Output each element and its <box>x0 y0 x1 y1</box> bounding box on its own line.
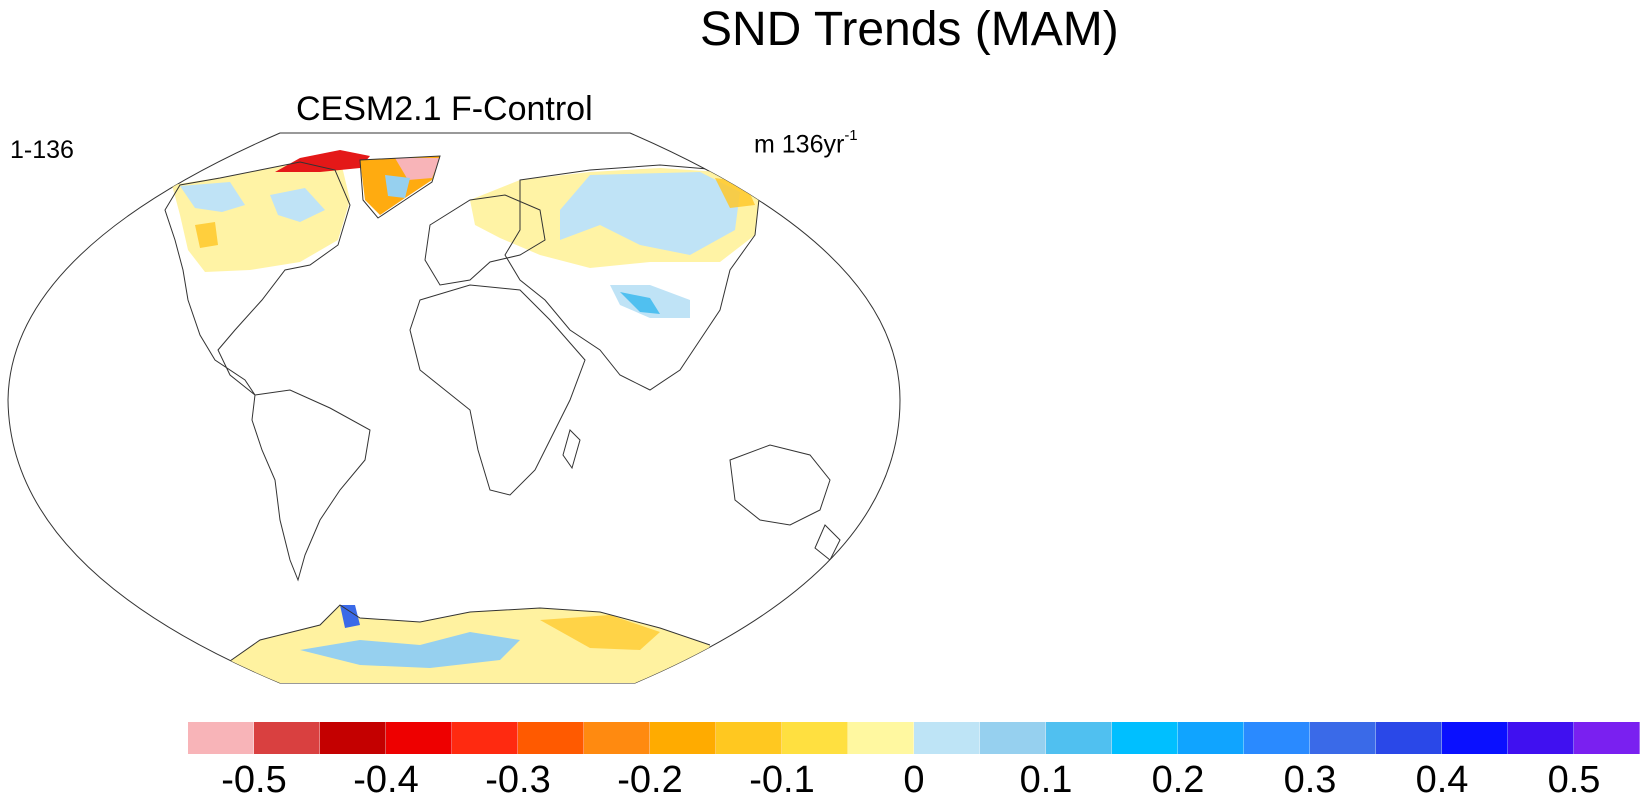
colorbar-box <box>1376 722 1442 754</box>
colorbar-box <box>980 722 1046 754</box>
colorbar <box>188 722 1640 754</box>
shading-north-america-blue <box>180 182 245 212</box>
colorbar-box <box>650 722 716 754</box>
colorbar-tick-label: -0.3 <box>485 759 551 801</box>
colorbar-box <box>1178 722 1244 754</box>
shading-greenland-blue <box>385 175 410 198</box>
colorbar-tick-label: -0.1 <box>749 759 815 801</box>
north-america-outline <box>164 161 351 396</box>
shading-arctic-islands <box>275 150 370 172</box>
colorbar-box <box>1508 722 1574 754</box>
colorbar-box <box>716 722 782 754</box>
units-exponent: -1 <box>844 127 858 144</box>
colorbar-box <box>782 722 848 754</box>
colorbar-tick-label: 0.4 <box>1415 759 1469 801</box>
shading-greenland-pink <box>395 158 440 180</box>
colorbar-tick-label: 0.3 <box>1283 759 1337 801</box>
shading-alaska-orange <box>195 222 218 248</box>
shading-antarctica-blue <box>300 632 520 668</box>
shading-antarctica-orange <box>540 615 660 650</box>
map-boundary <box>7 132 901 684</box>
colorbar-tick-label: 0.1 <box>1019 759 1073 801</box>
shading-antarctic-peninsula <box>340 605 360 628</box>
figure-title: SND Trends (MAM) <box>700 3 1119 56</box>
colorbar-box <box>1244 722 1310 754</box>
colorbar-box <box>452 722 518 754</box>
europe-outline <box>424 194 546 286</box>
antarctica-outline <box>219 604 711 669</box>
colorbar-box <box>188 722 254 754</box>
colorbar-box <box>1574 722 1640 754</box>
colorbar-tick-label: -0.2 <box>617 759 683 801</box>
colorbar-box <box>320 722 386 754</box>
africa-outline <box>409 284 586 496</box>
trend-shading <box>172 150 760 683</box>
colorbar-box <box>1112 722 1178 754</box>
colorbar-box <box>1442 722 1508 754</box>
colorbar-box <box>1310 722 1376 754</box>
colorbar-box <box>1046 722 1112 754</box>
colorbar-tick-label: 0.5 <box>1547 759 1601 801</box>
colorbar-box <box>254 722 320 754</box>
madagascar-outline <box>562 429 581 470</box>
australia-outline <box>729 444 831 526</box>
shading-tibet-dark <box>620 292 660 314</box>
colorbar-tick-label: 0 <box>903 759 925 801</box>
shading-canada-blue <box>270 188 325 222</box>
panel-title: CESM2.1 F-Control <box>296 90 593 128</box>
greenland-outline <box>359 155 441 219</box>
units-text: m 136yr <box>754 130 845 159</box>
colorbar-box <box>386 722 452 754</box>
colorbar-box <box>518 722 584 754</box>
panel-left-label: 1-136 <box>10 136 74 164</box>
colorbar-tick-label: -0.4 <box>353 759 419 801</box>
south-america-outline <box>251 389 371 582</box>
colorbar-box <box>848 722 914 754</box>
units-label: m 136yr-1 <box>754 127 858 159</box>
colorbar-tick-label: -0.5 <box>221 759 287 801</box>
colorbar-box <box>914 722 980 754</box>
colorbar-tick-label: 0.2 <box>1151 759 1205 801</box>
colorbar-box <box>584 722 650 754</box>
shading-siberia-blue <box>560 172 740 255</box>
